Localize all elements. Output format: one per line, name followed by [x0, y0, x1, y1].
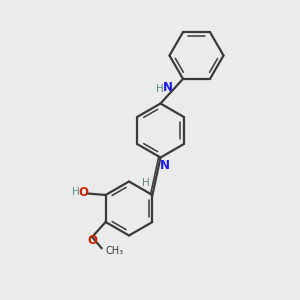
Text: O: O — [79, 185, 89, 199]
Text: CH₃: CH₃ — [105, 246, 123, 256]
Text: O: O — [87, 233, 97, 247]
Text: H: H — [157, 84, 164, 94]
Text: N: N — [160, 159, 170, 172]
Text: H: H — [142, 178, 150, 188]
Text: H: H — [72, 187, 80, 197]
Text: N: N — [163, 81, 173, 94]
